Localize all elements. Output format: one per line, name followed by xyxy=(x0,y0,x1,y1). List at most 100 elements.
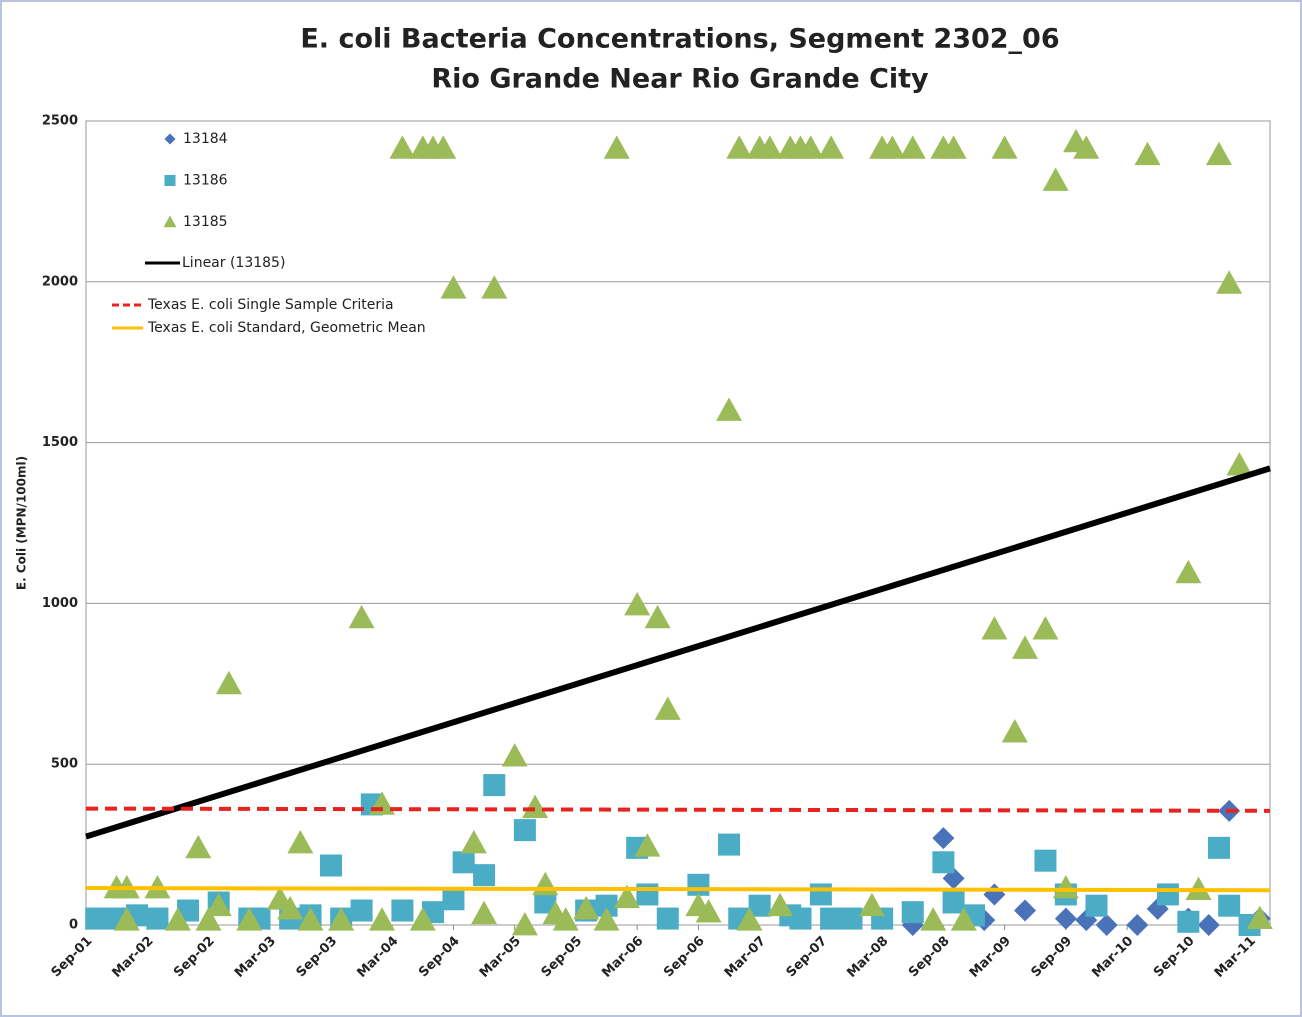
legend-label: Linear (13185) xyxy=(182,255,285,271)
legend-label: 13185 xyxy=(183,214,228,230)
triangle-point xyxy=(1001,719,1028,743)
triangle-point xyxy=(460,829,487,854)
square-point xyxy=(1218,894,1241,917)
triangle-point xyxy=(501,743,528,767)
y-tick-label: 2000 xyxy=(42,274,78,289)
square-point xyxy=(85,907,108,930)
triangle-point xyxy=(1012,635,1039,659)
square-point xyxy=(820,907,843,930)
square-point xyxy=(319,854,342,877)
triangle-point xyxy=(1246,905,1273,929)
diamond-point xyxy=(1054,907,1077,930)
triangle-point xyxy=(287,829,314,854)
triangle-point xyxy=(1134,141,1161,166)
y-tick-label: 0 xyxy=(69,918,78,933)
triangle-point xyxy=(797,135,824,159)
series-line xyxy=(85,886,1271,893)
square-point xyxy=(901,901,924,924)
triangle-point xyxy=(654,696,681,720)
square-point xyxy=(513,819,536,842)
triangle-point xyxy=(1052,875,1079,899)
square-point xyxy=(1207,836,1230,859)
square-point xyxy=(656,907,679,930)
square-point xyxy=(1034,849,1057,872)
chart-subtitle: Rio Grande Near Rio Grande City xyxy=(431,64,929,95)
square-point xyxy=(483,774,506,797)
square-point xyxy=(840,907,863,930)
triangle-point xyxy=(185,834,212,859)
diamond-point xyxy=(1095,914,1118,936)
triangle-point xyxy=(624,592,651,616)
triangle-point xyxy=(1205,141,1232,166)
triangle-point xyxy=(348,604,375,629)
triangle-point xyxy=(471,900,498,925)
legend-label: Texas E. coli Single Sample Criteria xyxy=(147,297,394,313)
diamond-point xyxy=(1126,914,1149,936)
triangle-point xyxy=(1073,135,1100,159)
chart-title: E. coli Bacteria Concentrations, Segment… xyxy=(300,24,1059,55)
diamond-point xyxy=(1014,899,1037,922)
triangle-point xyxy=(767,892,794,917)
triangle-point xyxy=(940,135,967,159)
triangle-point xyxy=(215,670,242,695)
diamond-point xyxy=(932,827,955,850)
square-point xyxy=(391,899,414,922)
square-point xyxy=(452,851,475,874)
square-point xyxy=(1156,883,1179,906)
triangle-point xyxy=(511,912,538,936)
square-point xyxy=(942,891,965,914)
triangle-point xyxy=(716,397,743,421)
triangle-point xyxy=(277,895,304,920)
legend-label: 13186 xyxy=(183,173,228,189)
triangle-point xyxy=(858,892,885,917)
triangle-point xyxy=(195,907,222,931)
triangle-point xyxy=(440,275,467,299)
square-point xyxy=(718,833,741,856)
triangle-point xyxy=(522,794,549,819)
triangle-point xyxy=(552,907,579,931)
square-point xyxy=(534,891,557,914)
square-point xyxy=(748,894,771,917)
triangle-point xyxy=(205,892,232,917)
triangle-point xyxy=(981,616,1008,640)
square-point xyxy=(595,894,618,917)
y-tick-label: 2500 xyxy=(42,114,78,129)
triangle-point xyxy=(726,135,753,159)
triangle-point xyxy=(991,135,1018,159)
square-point xyxy=(809,883,832,906)
triangle-point xyxy=(297,907,324,931)
triangle-point xyxy=(879,135,906,159)
triangle-point xyxy=(163,215,177,228)
triangle-point xyxy=(481,275,508,299)
triangle-point xyxy=(328,907,355,931)
triangle-point xyxy=(593,907,620,931)
triangle-point xyxy=(736,907,763,931)
square-point xyxy=(687,873,710,896)
square-point xyxy=(146,907,169,930)
triangle-point xyxy=(613,884,640,909)
series-line xyxy=(85,806,1271,813)
triangle-point xyxy=(899,135,926,159)
triangle-point xyxy=(603,135,630,159)
triangle-point xyxy=(695,899,722,923)
y-axis-label: E. Coli (MPN/100ml) xyxy=(15,456,29,590)
triangle-point xyxy=(634,833,661,857)
square-point xyxy=(932,851,955,874)
triangle-point xyxy=(164,907,191,931)
y-tick-label: 1000 xyxy=(42,596,78,611)
triangle-point xyxy=(369,907,395,931)
triangle-point xyxy=(409,907,436,931)
triangle-point xyxy=(756,135,783,159)
triangle-point xyxy=(818,135,845,159)
triangle-point xyxy=(236,907,263,931)
legend-label: Texas E. coli Standard, Geometric Mean xyxy=(147,320,426,336)
diamond-point xyxy=(164,133,176,145)
square-point xyxy=(789,907,812,930)
triangle-point xyxy=(950,907,977,931)
triangle-point xyxy=(920,907,947,931)
legend-label: 13184 xyxy=(183,131,228,147)
triangle-point xyxy=(1032,616,1059,640)
square-point xyxy=(442,888,465,911)
triangle-point xyxy=(1042,167,1069,191)
